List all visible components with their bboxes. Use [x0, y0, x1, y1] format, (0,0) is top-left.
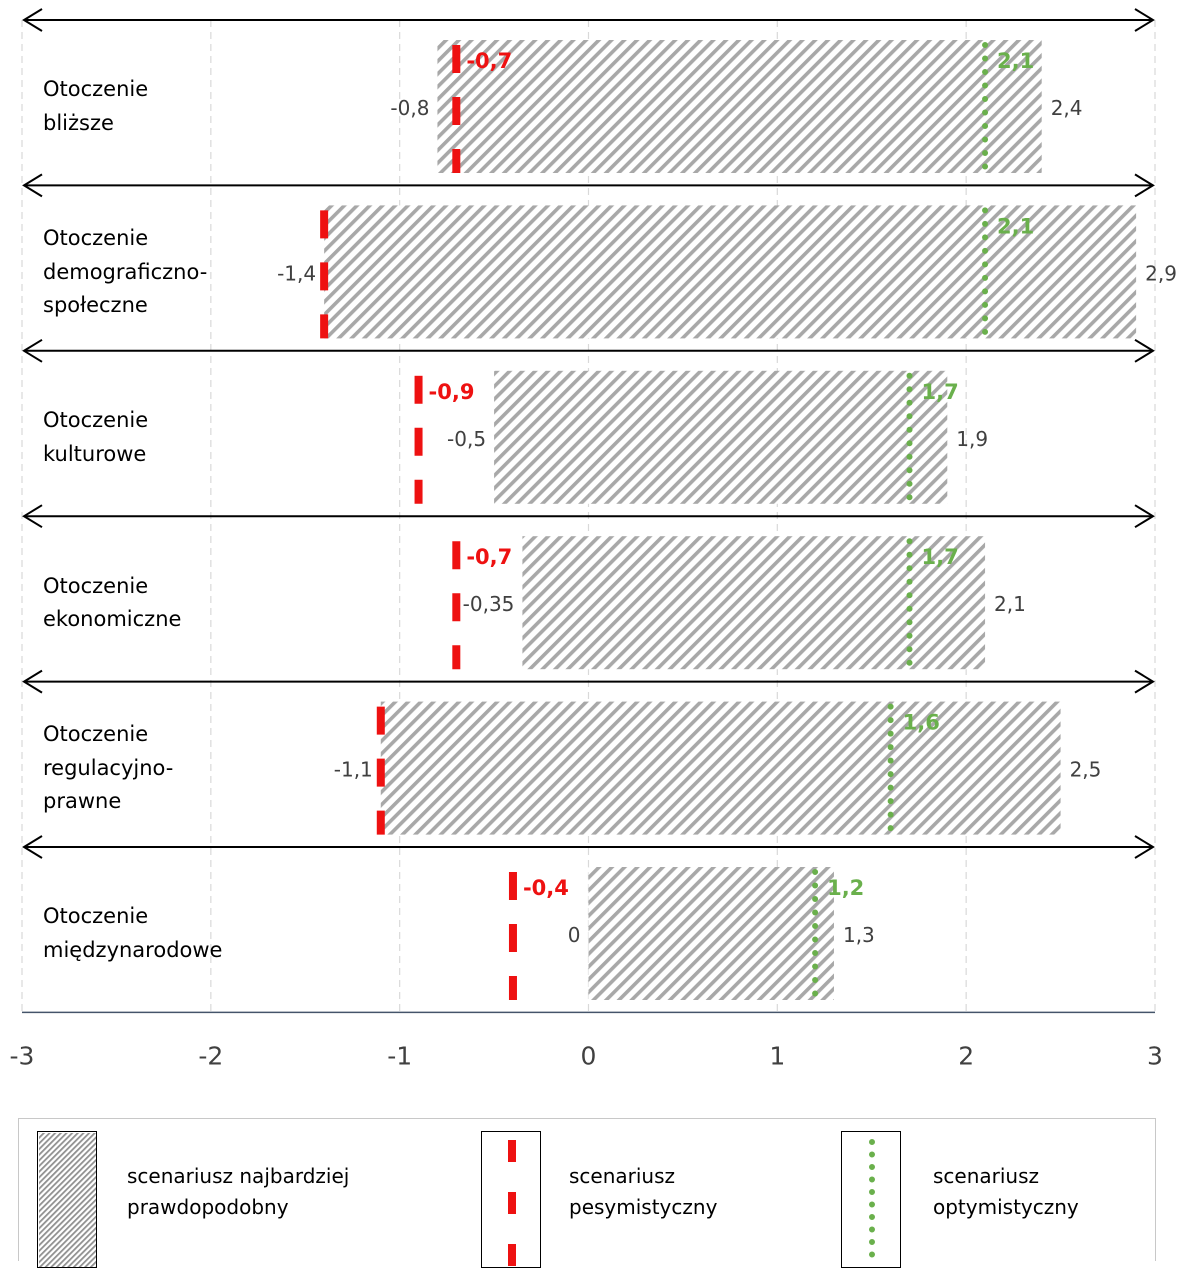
x-tick-label: -2	[198, 1041, 223, 1070]
range-max-label: 2,1	[994, 592, 1026, 616]
category-label: Otoczenie ekonomiczne	[43, 573, 182, 632]
category-label: Otoczenie regulacyjno- prawne	[43, 722, 174, 814]
x-tick-label: 2	[958, 1041, 974, 1070]
row-arrows	[22, 8, 1155, 859]
range-min-label: -1,4	[277, 261, 316, 285]
row-arrow	[22, 504, 1155, 529]
x-axis: -3 -2 -1 0 1 2 3	[10, 1011, 1163, 1070]
legend: scenariusz najbardziej prawdopodobny sce…	[18, 1118, 1156, 1268]
pessimistic-label: -0,9	[429, 380, 475, 404]
range-min-label: -0,8	[390, 96, 429, 120]
category-label: Otoczenie demograficzno- społeczne	[43, 226, 208, 318]
range-max-label: 2,4	[1051, 96, 1083, 120]
optimistic-label: 1,7	[922, 545, 959, 569]
likely-range-bar	[324, 205, 1137, 339]
pessimistic-label: -0,7	[466, 545, 512, 569]
category-label: Otoczenie bliższe	[43, 77, 149, 135]
likely-range-bar	[494, 370, 948, 504]
legend-label-likely: scenariusz najbardziej prawdopodobny	[127, 1164, 350, 1219]
range-max-label: 1,3	[843, 923, 875, 947]
category-label: Otoczenie kulturowe	[43, 408, 149, 466]
legend-swatch-optimistic	[841, 1131, 901, 1268]
optimistic-label: 1,7	[922, 380, 959, 404]
range-min-label: -1,1	[334, 758, 373, 782]
x-tick-label: -1	[387, 1041, 412, 1070]
row-arrow	[22, 173, 1155, 198]
legend-label-pessimistic: scenariusz pesymistyczny	[569, 1164, 718, 1219]
optimistic-label: 1,2	[827, 876, 864, 900]
bars: -0,8 2,4 -0,7 2,1 -1,4 2,9 2,1 -0,5 1,9 -0,9 1,7 -0…	[277, 40, 1177, 1001]
range-min-label: -0,35	[463, 592, 515, 616]
x-tick-label: -3	[10, 1041, 35, 1070]
pessimistic-label: -0,4	[523, 876, 569, 900]
optimistic-label: 2,1	[997, 214, 1034, 238]
range-min-label: 0	[568, 923, 581, 947]
range-min-label: -0,5	[447, 427, 486, 451]
row-arrow	[22, 8, 1155, 32]
range-max-label: 1,9	[956, 427, 988, 451]
likely-range-bar	[437, 40, 1042, 173]
row-arrow	[22, 338, 1155, 363]
legend-label-optimistic: scenariusz optymistyczny	[933, 1164, 1079, 1219]
chart-canvas: -0,8 2,4 -0,7 2,1 -1,4 2,9 2,1 -0,5 1,9 -0,9 1,7 -0…	[10, 8, 1177, 1070]
optimistic-label: 1,6	[903, 711, 940, 735]
category-label: Otoczenie międzynarodowe	[43, 904, 223, 962]
x-tick-label: 1	[769, 1041, 785, 1070]
row-arrow	[22, 669, 1155, 694]
range-max-label: 2,5	[1070, 758, 1102, 782]
range-max-label: 2,9	[1145, 261, 1177, 285]
legend-swatch-pessimistic	[481, 1131, 541, 1268]
pessimistic-label: -0,7	[466, 49, 512, 73]
likely-range-bar	[522, 536, 986, 670]
legend-swatch-likely	[37, 1131, 97, 1268]
x-tick-label: 3	[1147, 1041, 1163, 1070]
x-tick-label: 0	[581, 1041, 597, 1070]
optimistic-label: 2,1	[997, 49, 1034, 73]
likely-range-bar	[588, 867, 834, 1000]
row-arrow	[22, 835, 1155, 859]
likely-range-bar	[380, 701, 1061, 835]
